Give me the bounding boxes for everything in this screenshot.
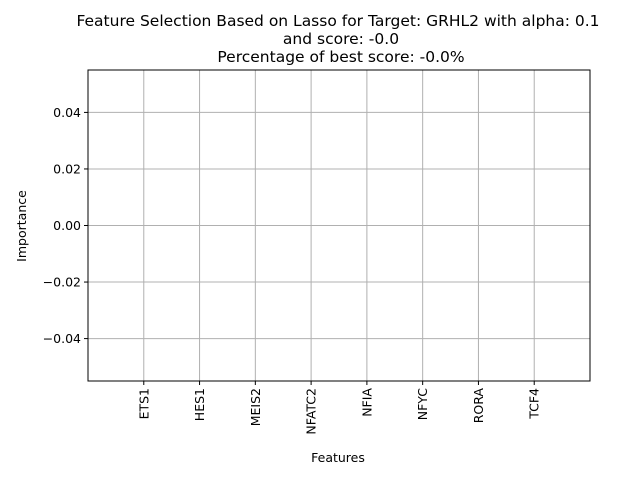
x-tick-label: HES1 bbox=[192, 388, 207, 421]
x-axis-label: Features bbox=[311, 450, 365, 465]
y-axis-label: Importance bbox=[14, 190, 29, 262]
x-tick-label: NFIA bbox=[359, 388, 374, 417]
y-tick-label: −0.04 bbox=[43, 331, 81, 346]
x-axis-ticks: ETS1 HES1 MEIS2 NFATC2 NFIA NFYC RORA TCF4 bbox=[136, 381, 542, 435]
x-tick-label: RORA bbox=[471, 388, 486, 424]
x-tick-label: NFATC2 bbox=[304, 388, 319, 435]
chart-title: Feature Selection Based on Lasso for Tar… bbox=[76, 12, 599, 66]
title-line-2: and score: -0.0 bbox=[283, 30, 399, 48]
y-tick-label: 0.00 bbox=[53, 218, 81, 233]
title-line-3: Percentage of best score: -0.0% bbox=[217, 48, 464, 66]
x-tick-label: ETS1 bbox=[136, 388, 151, 419]
title-line-1: Feature Selection Based on Lasso for Tar… bbox=[76, 12, 599, 30]
y-tick-label: 0.02 bbox=[53, 161, 81, 176]
x-tick-label: TCF4 bbox=[527, 388, 542, 420]
x-tick-label: NFYC bbox=[415, 388, 430, 420]
grid bbox=[88, 70, 590, 381]
y-axis-ticks: −0.04 −0.02 0.00 0.02 0.04 bbox=[43, 105, 88, 346]
y-tick-label: −0.02 bbox=[43, 275, 81, 290]
x-tick-label: MEIS2 bbox=[248, 388, 263, 426]
y-tick-label: 0.04 bbox=[53, 105, 81, 120]
